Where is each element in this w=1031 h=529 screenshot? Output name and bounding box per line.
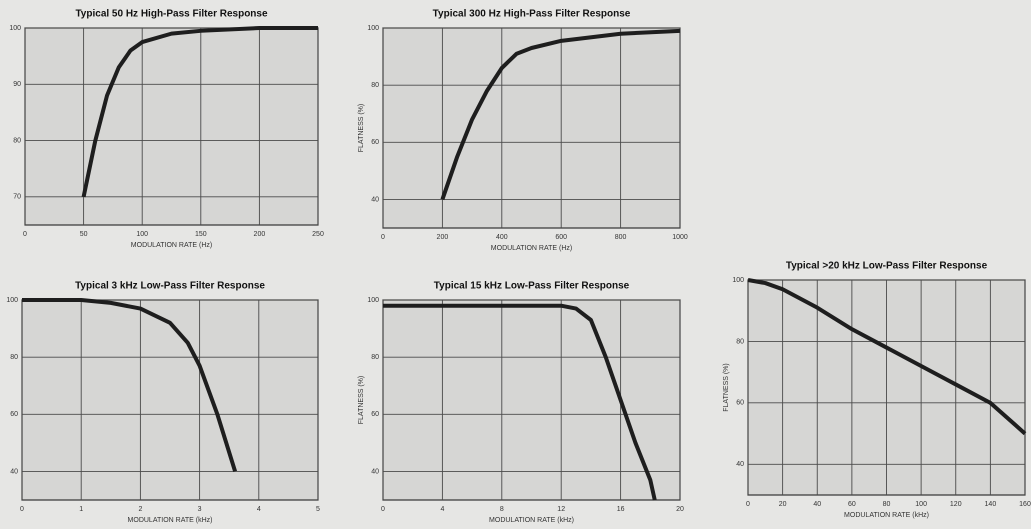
- x-tick-label: 60: [848, 501, 856, 508]
- x-tick-label: 600: [555, 234, 567, 241]
- x-tick-label: 100: [915, 501, 927, 508]
- x-tick-label: 100: [136, 231, 148, 238]
- y-tick-label: 100: [367, 25, 379, 32]
- y-tick-label: 60: [10, 411, 18, 418]
- x-tick-label: 3: [198, 506, 202, 513]
- plot-area: [24, 27, 319, 226]
- x-tick-label: 1: [79, 506, 83, 513]
- x-tick-label: 200: [437, 234, 449, 241]
- x-axis-label: MODULATION RATE (Hz): [491, 245, 572, 252]
- x-tick-label: 200: [254, 231, 266, 238]
- x-tick-label: 4: [440, 506, 444, 513]
- response-curve: [747, 278, 1027, 436]
- y-tick-label: 90: [13, 81, 21, 88]
- x-tick-label: 0: [746, 501, 750, 508]
- x-tick-label: 0: [381, 234, 385, 241]
- y-tick-label: 80: [371, 354, 379, 361]
- x-tick-label: 20: [676, 506, 684, 513]
- y-tick-label: 100: [732, 277, 744, 284]
- x-tick-label: 20: [779, 501, 787, 508]
- y-axis-label: FLATNESS (%): [723, 363, 730, 412]
- y-tick-label: 80: [371, 82, 379, 89]
- y-tick-label: 40: [10, 468, 18, 475]
- chart-title: Typical 300 Hz High-Pass Filter Response: [433, 9, 631, 20]
- x-tick-label: 0: [381, 506, 385, 513]
- y-tick-label: 40: [371, 196, 379, 203]
- x-tick-label: 800: [615, 234, 627, 241]
- x-tick-label: 120: [950, 501, 962, 508]
- x-tick-label: 0: [23, 231, 27, 238]
- x-tick-label: 400: [496, 234, 508, 241]
- x-tick-label: 80: [883, 501, 891, 508]
- x-tick-label: 16: [617, 506, 625, 513]
- x-tick-label: 0: [20, 506, 24, 513]
- y-tick-label: 100: [367, 297, 379, 304]
- y-tick-label: 60: [371, 411, 379, 418]
- y-tick-label: 40: [371, 468, 379, 475]
- x-tick-label: 12: [557, 506, 565, 513]
- y-tick-label: 80: [13, 137, 21, 144]
- y-tick-label: 70: [13, 194, 21, 201]
- y-tick-label: 100: [6, 297, 18, 304]
- x-axis-label: MODULATION RATE (kHz): [489, 517, 574, 524]
- response-curve: [383, 303, 657, 501]
- chart-title: Typical 3 kHz Low-Pass Filter Response: [75, 281, 265, 292]
- x-axis-label: MODULATION RATE (Hz): [131, 242, 212, 249]
- y-tick-label: 60: [371, 139, 379, 146]
- y-tick-label: 80: [10, 354, 18, 361]
- y-tick-label: 60: [736, 400, 744, 407]
- x-tick-label: 250: [312, 231, 324, 238]
- x-axis-label: MODULATION RATE (kHz): [844, 512, 929, 519]
- plot-area: [21, 299, 319, 501]
- y-axis-label: FLATNESS (%): [358, 376, 365, 425]
- y-tick-label: 80: [736, 338, 744, 345]
- x-tick-label: 4: [257, 506, 261, 513]
- x-tick-label: 150: [195, 231, 207, 238]
- x-tick-label: 2: [138, 506, 142, 513]
- x-tick-label: 8: [500, 506, 504, 513]
- plot-area: [382, 299, 681, 501]
- x-axis-label: MODULATION RATE (kHz): [128, 517, 213, 524]
- x-tick-label: 5: [316, 506, 320, 513]
- chart-title: Typical 15 kHz Low-Pass Filter Response: [434, 281, 630, 292]
- response-curve: [440, 28, 681, 201]
- response-curve: [22, 298, 238, 473]
- y-tick-label: 100: [9, 25, 21, 32]
- y-axis-label: FLATNESS (%): [358, 104, 365, 153]
- x-tick-label: 140: [985, 501, 997, 508]
- x-tick-label: 40: [813, 501, 821, 508]
- response-curve: [81, 26, 318, 198]
- chart-title: Typical 50 Hz High-Pass Filter Response: [75, 9, 268, 20]
- x-tick-label: 160: [1019, 501, 1031, 508]
- y-tick-label: 40: [736, 461, 744, 468]
- chart-title: Typical >20 kHz Low-Pass Filter Response: [786, 261, 988, 272]
- plot-area: [382, 27, 681, 229]
- x-tick-label: 50: [80, 231, 88, 238]
- x-tick-label: 1000: [672, 234, 688, 241]
